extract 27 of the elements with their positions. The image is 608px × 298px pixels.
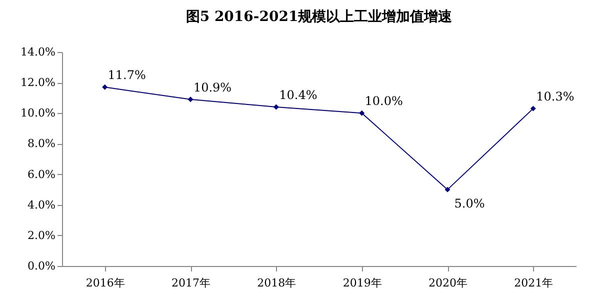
y-tick-label: 8.0% xyxy=(28,137,56,150)
y-tick-label: 12.0% xyxy=(20,76,56,90)
data-label: 5.0% xyxy=(454,196,485,211)
x-tick-label: 2019年 xyxy=(342,276,382,290)
y-tick-label: 4.0% xyxy=(28,198,56,212)
x-tick-label: 2021年 xyxy=(514,276,554,290)
data-label: 10.3% xyxy=(536,90,574,104)
point xyxy=(102,84,108,90)
data-label: 11.7% xyxy=(108,68,146,82)
point xyxy=(188,96,194,102)
x-tick-label: 2017年 xyxy=(172,276,210,290)
x-tick-label: 2016年 xyxy=(86,276,125,290)
y-tick-label: 2.0% xyxy=(28,228,56,242)
data-label: 10.0% xyxy=(364,94,403,108)
point xyxy=(359,110,365,116)
x-tick-label: 2018年 xyxy=(257,276,296,290)
point xyxy=(530,106,536,112)
y-tick-label: 14.0% xyxy=(20,46,56,58)
y-tick-label: 6.0% xyxy=(28,168,56,181)
y-tick-label: 0.0% xyxy=(28,260,56,272)
point xyxy=(444,186,450,192)
data-label: 10.4% xyxy=(279,88,318,102)
chart-title: 图5 2016-2021规模以上工业增加值增速 xyxy=(186,9,454,25)
point xyxy=(273,104,279,110)
x-tick-label: 2020年 xyxy=(428,276,468,290)
y-tick-label: 10.0% xyxy=(20,106,56,120)
data-label: 10.9% xyxy=(193,80,232,94)
